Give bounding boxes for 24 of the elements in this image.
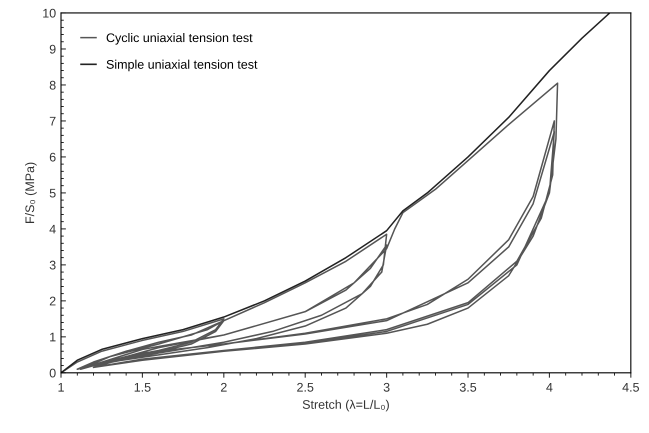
y-axis-title: F/S₀ (MPa) [25, 162, 37, 223]
x-tick-label: 3 [384, 382, 390, 392]
y-tick-label: 6 [50, 152, 56, 162]
y-tick-label: 0 [50, 368, 56, 378]
y-tick-label: 9 [50, 44, 56, 54]
legend-label: Simple uniaxial tension test [106, 60, 258, 72]
x-axis-title: Stretch (λ=L/L₀) [302, 400, 389, 412]
y-tick-label: 4 [49, 224, 56, 234]
x-tick-label: 1 [58, 382, 64, 392]
y-tick-label: 3 [50, 260, 56, 270]
x-tick-label: 4.5 [622, 382, 639, 392]
y-tick-label: 1 [50, 332, 56, 342]
x-tick-label: 1.5 [134, 382, 151, 392]
y-tick-label: 5 [50, 188, 56, 198]
y-tick-label: 2 [50, 296, 56, 306]
x-tick-label: 4 [546, 382, 553, 392]
y-tick-label: 10 [43, 8, 56, 18]
legend-label: Cyclic uniaxial tension test [106, 32, 253, 45]
x-tick-label: 2 [220, 382, 227, 392]
y-tick-label: 7 [50, 116, 56, 126]
x-tick-label: 2.5 [297, 382, 314, 392]
x-tick-label: 3.5 [460, 382, 476, 392]
line-series [61, 82, 558, 373]
y-tick-label: 8 [50, 80, 56, 90]
